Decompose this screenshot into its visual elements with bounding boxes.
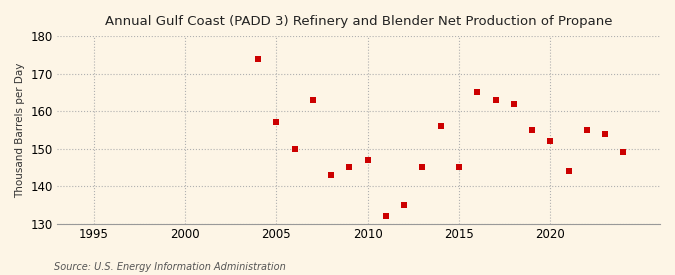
Text: Source: U.S. Energy Information Administration: Source: U.S. Energy Information Administ… (54, 262, 286, 272)
Y-axis label: Thousand Barrels per Day: Thousand Barrels per Day (15, 62, 25, 197)
Point (454, 165, 464, 170)
Point (600, 131, 611, 136)
Point (618, 150, 629, 155)
Point (326, 173, 337, 177)
Point (271, 120, 281, 125)
Point (417, 165, 428, 170)
Point (308, 98, 319, 102)
Point (508, 101, 519, 106)
Point (289, 146, 300, 151)
Point (344, 165, 355, 170)
Point (381, 214, 392, 218)
Title: Annual Gulf Coast (PADD 3) Refinery and Blender Net Production of Propane: Annual Gulf Coast (PADD 3) Refinery and … (105, 15, 612, 28)
Point (399, 203, 410, 207)
Point (435, 124, 446, 128)
Point (563, 169, 574, 173)
Point (545, 139, 556, 143)
Point (252, 56, 263, 61)
Point (362, 158, 373, 162)
Point (472, 90, 483, 95)
Point (582, 128, 593, 132)
Point (490, 98, 501, 102)
Point (526, 128, 537, 132)
